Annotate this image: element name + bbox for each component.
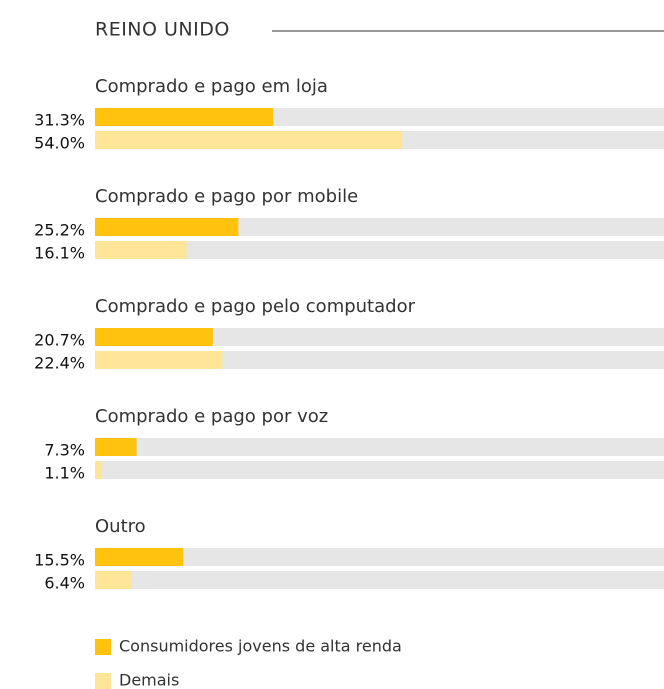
group-label: Outro: [95, 516, 146, 537]
legend-swatch: [95, 673, 111, 689]
bar: [95, 461, 102, 479]
bar: [95, 571, 132, 589]
value-label: 7.3%: [44, 441, 85, 460]
value-label: 20.7%: [34, 331, 85, 350]
value-label: 1.1%: [44, 464, 85, 483]
group-label: Comprado e pago por voz: [95, 406, 328, 427]
value-label: 31.3%: [34, 111, 85, 130]
value-label: 54.0%: [34, 134, 85, 153]
legend-label: Consumidores jovens de alta renda: [119, 637, 402, 656]
bar: [95, 108, 274, 126]
bar-track: [95, 438, 664, 456]
bar-track: [95, 571, 664, 589]
value-label: 25.2%: [34, 221, 85, 240]
legend-label: Demais: [119, 671, 179, 689]
bar-track: [95, 461, 664, 479]
legend-swatch: [95, 639, 111, 655]
value-label: 22.4%: [34, 354, 85, 373]
group-label: Comprado e pago pelo computador: [95, 296, 416, 317]
bar: [95, 328, 213, 346]
value-label: 6.4%: [44, 574, 85, 593]
bar-track: [95, 241, 664, 259]
bar: [95, 548, 184, 566]
bar: [95, 218, 239, 236]
group-label: Comprado e pago por mobile: [95, 186, 358, 207]
value-label: 15.5%: [34, 551, 85, 570]
chart-title: REINO UNIDO: [95, 19, 230, 41]
bar-track: [95, 328, 664, 346]
bar-track: [95, 548, 664, 566]
bar-track: [95, 351, 664, 369]
bar: [95, 131, 403, 149]
bar: [95, 241, 187, 259]
bar: [95, 438, 137, 456]
value-label: 16.1%: [34, 244, 85, 263]
group-label: Comprado e pago em loja: [95, 76, 328, 97]
bar: [95, 351, 223, 369]
